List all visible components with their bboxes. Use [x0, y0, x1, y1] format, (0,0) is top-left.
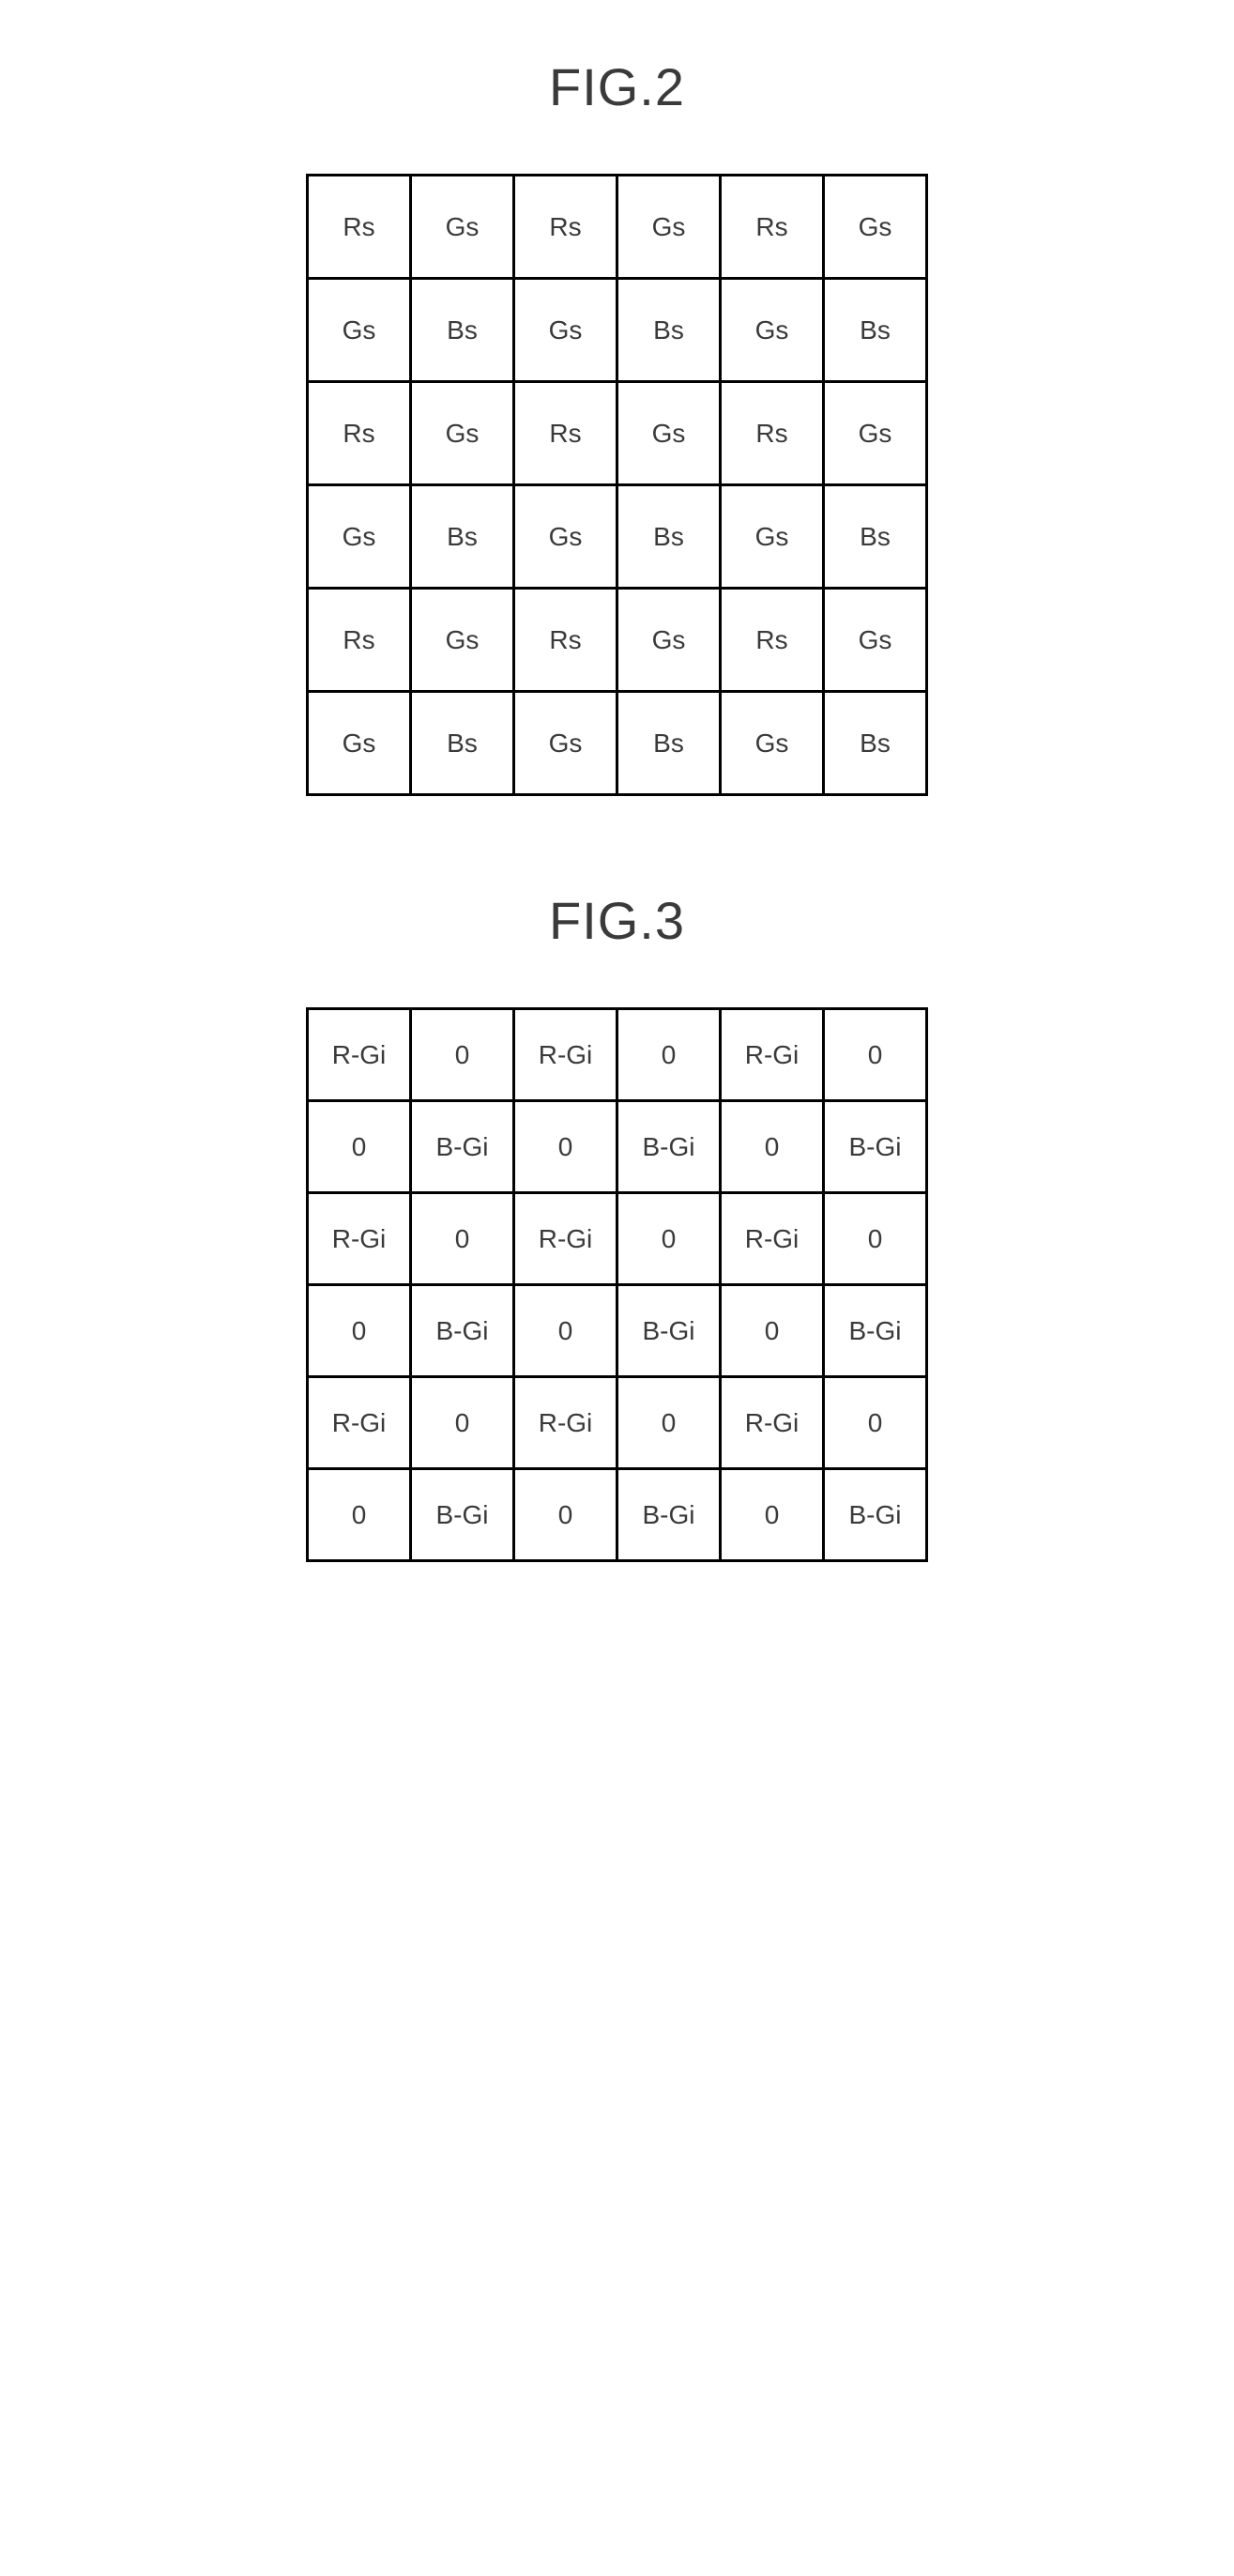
grid-cell: 0 [824, 1009, 927, 1101]
table-row: Rs Gs Rs Gs Rs Gs [308, 176, 927, 279]
grid-cell: Rs [514, 176, 617, 279]
grid-cell: Bs [411, 485, 514, 589]
grid-cell: Bs [617, 692, 721, 795]
grid-cell: 0 [617, 1009, 721, 1101]
grid-cell: Gs [617, 176, 721, 279]
grid-cell: Gs [617, 382, 721, 485]
grid-cell: 0 [411, 1009, 514, 1101]
grid-cell: 0 [308, 1101, 411, 1193]
grid-cell: R-Gi [308, 1193, 411, 1285]
grid-cell: Gs [721, 485, 824, 589]
grid-cell: 0 [721, 1285, 824, 1377]
grid-cell: Rs [514, 589, 617, 692]
grid-cell: 0 [721, 1469, 824, 1561]
grid-cell: Gs [514, 279, 617, 382]
figure-3-grid: R-Gi 0 R-Gi 0 R-Gi 0 0 B-Gi 0 B-Gi 0 B-G… [306, 1007, 928, 1562]
grid-cell: Rs [308, 589, 411, 692]
grid-cell: Rs [308, 176, 411, 279]
figure-2: FIG.2 Rs Gs Rs Gs Rs Gs Gs Bs Gs Bs Gs B… [306, 56, 928, 796]
grid-cell: Bs [617, 279, 721, 382]
grid-cell: Bs [824, 692, 927, 795]
grid-cell: Bs [824, 485, 927, 589]
grid-cell: Rs [308, 382, 411, 485]
grid-cell: Gs [308, 279, 411, 382]
table-row: 0 B-Gi 0 B-Gi 0 B-Gi [308, 1285, 927, 1377]
grid-cell: 0 [514, 1101, 617, 1193]
table-row: R-Gi 0 R-Gi 0 R-Gi 0 [308, 1377, 927, 1469]
grid-cell: Gs [514, 485, 617, 589]
grid-cell: Gs [514, 692, 617, 795]
table-row: Rs Gs Rs Gs Rs Gs [308, 589, 927, 692]
grid-cell: Gs [824, 176, 927, 279]
grid-cell: Bs [617, 485, 721, 589]
grid-cell: Rs [721, 176, 824, 279]
grid-cell: 0 [721, 1101, 824, 1193]
grid-cell: 0 [824, 1377, 927, 1469]
table-row: Gs Bs Gs Bs Gs Bs [308, 692, 927, 795]
grid-cell: Rs [514, 382, 617, 485]
grid-cell: Bs [411, 692, 514, 795]
grid-cell: Gs [721, 692, 824, 795]
grid-cell: B-Gi [617, 1285, 721, 1377]
table-row: R-Gi 0 R-Gi 0 R-Gi 0 [308, 1193, 927, 1285]
grid-cell: B-Gi [824, 1101, 927, 1193]
grid-cell: Gs [308, 485, 411, 589]
grid-cell: 0 [308, 1469, 411, 1561]
grid-cell: 0 [514, 1469, 617, 1561]
figure-3: FIG.3 R-Gi 0 R-Gi 0 R-Gi 0 0 B-Gi 0 B-Gi… [306, 890, 928, 1562]
grid-cell: R-Gi [308, 1009, 411, 1101]
grid-cell: R-Gi [721, 1377, 824, 1469]
figure-3-title: FIG.3 [549, 890, 685, 951]
grid-cell: B-Gi [411, 1469, 514, 1561]
table-row: Rs Gs Rs Gs Rs Gs [308, 382, 927, 485]
grid-cell: R-Gi [308, 1377, 411, 1469]
grid-cell: B-Gi [617, 1101, 721, 1193]
grid-cell: Gs [721, 279, 824, 382]
grid-cell: 0 [514, 1285, 617, 1377]
table-row: Gs Bs Gs Bs Gs Bs [308, 485, 927, 589]
table-row: Gs Bs Gs Bs Gs Bs [308, 279, 927, 382]
grid-cell: 0 [617, 1193, 721, 1285]
grid-cell: Gs [411, 382, 514, 485]
grid-cell: B-Gi [617, 1469, 721, 1561]
grid-cell: Gs [411, 176, 514, 279]
grid-cell: R-Gi [514, 1009, 617, 1101]
grid-cell: Gs [308, 692, 411, 795]
grid-cell: 0 [617, 1377, 721, 1469]
grid-cell: R-Gi [514, 1193, 617, 1285]
grid-cell: 0 [824, 1193, 927, 1285]
grid-cell: 0 [308, 1285, 411, 1377]
grid-cell: R-Gi [514, 1377, 617, 1469]
grid-cell: B-Gi [824, 1469, 927, 1561]
table-row: 0 B-Gi 0 B-Gi 0 B-Gi [308, 1469, 927, 1561]
grid-cell: R-Gi [721, 1193, 824, 1285]
figure-2-grid: Rs Gs Rs Gs Rs Gs Gs Bs Gs Bs Gs Bs Rs G… [306, 174, 928, 796]
grid-cell: B-Gi [824, 1285, 927, 1377]
grid-cell: 0 [411, 1377, 514, 1469]
grid-cell: Bs [411, 279, 514, 382]
grid-cell: Gs [411, 589, 514, 692]
grid-cell: B-Gi [411, 1285, 514, 1377]
table-row: 0 B-Gi 0 B-Gi 0 B-Gi [308, 1101, 927, 1193]
grid-cell: Gs [824, 382, 927, 485]
grid-cell: B-Gi [411, 1101, 514, 1193]
grid-cell: Rs [721, 589, 824, 692]
figure-2-title: FIG.2 [549, 56, 685, 117]
grid-cell: R-Gi [721, 1009, 824, 1101]
grid-cell: Gs [617, 589, 721, 692]
grid-cell: 0 [411, 1193, 514, 1285]
table-row: R-Gi 0 R-Gi 0 R-Gi 0 [308, 1009, 927, 1101]
grid-cell: Rs [721, 382, 824, 485]
grid-cell: Bs [824, 279, 927, 382]
grid-cell: Gs [824, 589, 927, 692]
